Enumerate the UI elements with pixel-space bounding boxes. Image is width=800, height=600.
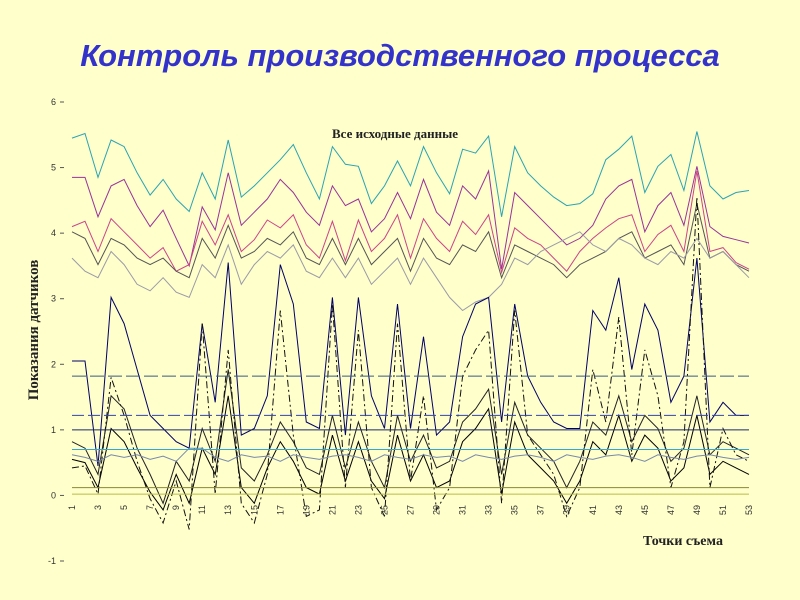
series-line-4: [71, 203, 750, 280]
y-tick-label: 1: [51, 425, 56, 435]
series-line-1: [71, 131, 750, 217]
y-tick-label: 6: [51, 97, 56, 107]
y-tick-label: 2: [51, 359, 56, 369]
series-line-6: [72, 258, 749, 466]
x-tick-label: 31: [458, 505, 468, 515]
x-tick-label: 25: [380, 505, 390, 515]
x-tick-label: 41: [588, 505, 598, 515]
series-line-2: [72, 166, 750, 270]
x-tick-label: 21: [327, 505, 337, 515]
x-tick-label: 1: [67, 505, 77, 510]
x-tick-label: 9: [171, 505, 181, 510]
y-tick-label: 3: [51, 294, 56, 304]
x-tick-label: 53: [744, 505, 754, 515]
x-tick-label: 3: [93, 505, 103, 510]
x-tick-label: 51: [718, 505, 728, 515]
x-tick-label: 7: [145, 505, 155, 510]
x-tick-label: 37: [536, 505, 546, 515]
x-tick-label: 13: [223, 505, 233, 515]
y-tick-label: 5: [51, 163, 56, 173]
x-tick-label: 47: [666, 505, 676, 515]
y-tick-label: -1: [48, 556, 56, 566]
x-tick-label: 23: [353, 505, 363, 515]
x-tick-label: 17: [275, 505, 285, 515]
series-line-3: [71, 170, 750, 275]
x-tick-label: 39: [562, 505, 572, 515]
y-tick-label: 0: [51, 490, 56, 500]
slide-title: Контроль производственного процесса: [80, 38, 720, 73]
series-line-9: [71, 197, 750, 530]
x-tick-label: 45: [640, 505, 650, 515]
x-tick-label: 5: [119, 505, 129, 510]
y-axis-title: Показания датчиков: [26, 260, 42, 401]
x-tick-label: 27: [406, 505, 416, 515]
x-axis-title: Точки съема: [643, 534, 723, 549]
x-tick-label: 33: [484, 505, 494, 515]
y-tick-label: 4: [51, 228, 56, 238]
series-layer: [71, 131, 750, 530]
x-tick-label: 19: [301, 505, 311, 515]
x-tick-label: 11: [197, 505, 207, 514]
x-tick-label: 15: [249, 505, 259, 515]
chart-title: Все исходные данные: [332, 126, 458, 141]
series-line-8: [71, 395, 750, 511]
x-tick-label: 43: [614, 505, 624, 515]
series-line-5: [71, 231, 750, 312]
series-line-7: [71, 369, 750, 505]
x-tick-label: 35: [510, 505, 520, 515]
series-line-10: [71, 447, 750, 462]
x-tick-label: 49: [692, 505, 702, 515]
x-tick-label: 29: [432, 505, 442, 515]
